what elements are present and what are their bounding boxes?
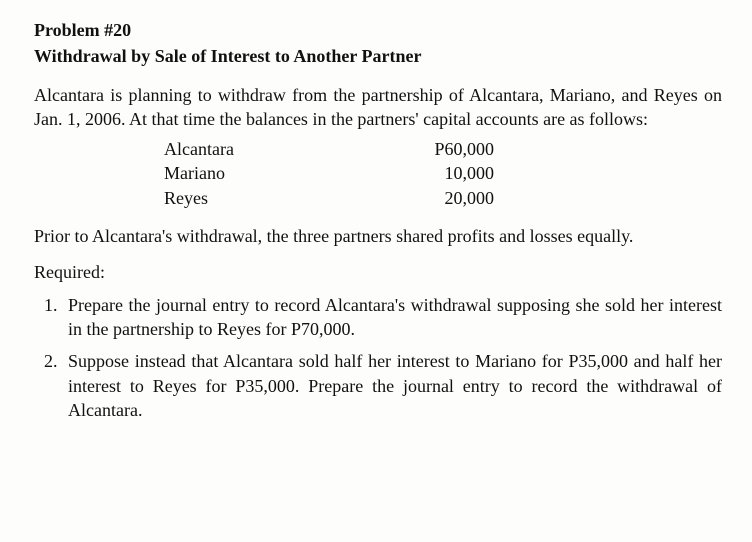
capital-accounts-table: Alcantara P60,000 Mariano 10,000 Reyes 2…	[164, 137, 722, 210]
problem-number: Problem #20	[34, 18, 722, 42]
required-label: Required:	[34, 260, 722, 284]
profit-sharing-note: Prior to Alcantara's withdrawal, the thr…	[34, 224, 722, 248]
intro-paragraph: Alcantara is planning to withdraw from t…	[34, 83, 722, 132]
requirement-item: Suppose instead that Alcantara sold half…	[62, 349, 722, 422]
requirements-list: Prepare the journal entry to record Alca…	[34, 293, 722, 422]
problem-title: Withdrawal by Sale of Interest to Anothe…	[34, 44, 722, 68]
document-page: Problem #20 Withdrawal by Sale of Intere…	[0, 0, 752, 452]
table-cell-amount: 20,000	[394, 186, 514, 210]
table-cell-name: Reyes	[164, 186, 384, 210]
table-cell-name: Mariano	[164, 161, 384, 185]
table-cell-amount: 10,000	[394, 161, 514, 185]
table-cell-name: Alcantara	[164, 137, 384, 161]
table-cell-amount: P60,000	[394, 137, 514, 161]
requirement-item: Prepare the journal entry to record Alca…	[62, 293, 722, 342]
